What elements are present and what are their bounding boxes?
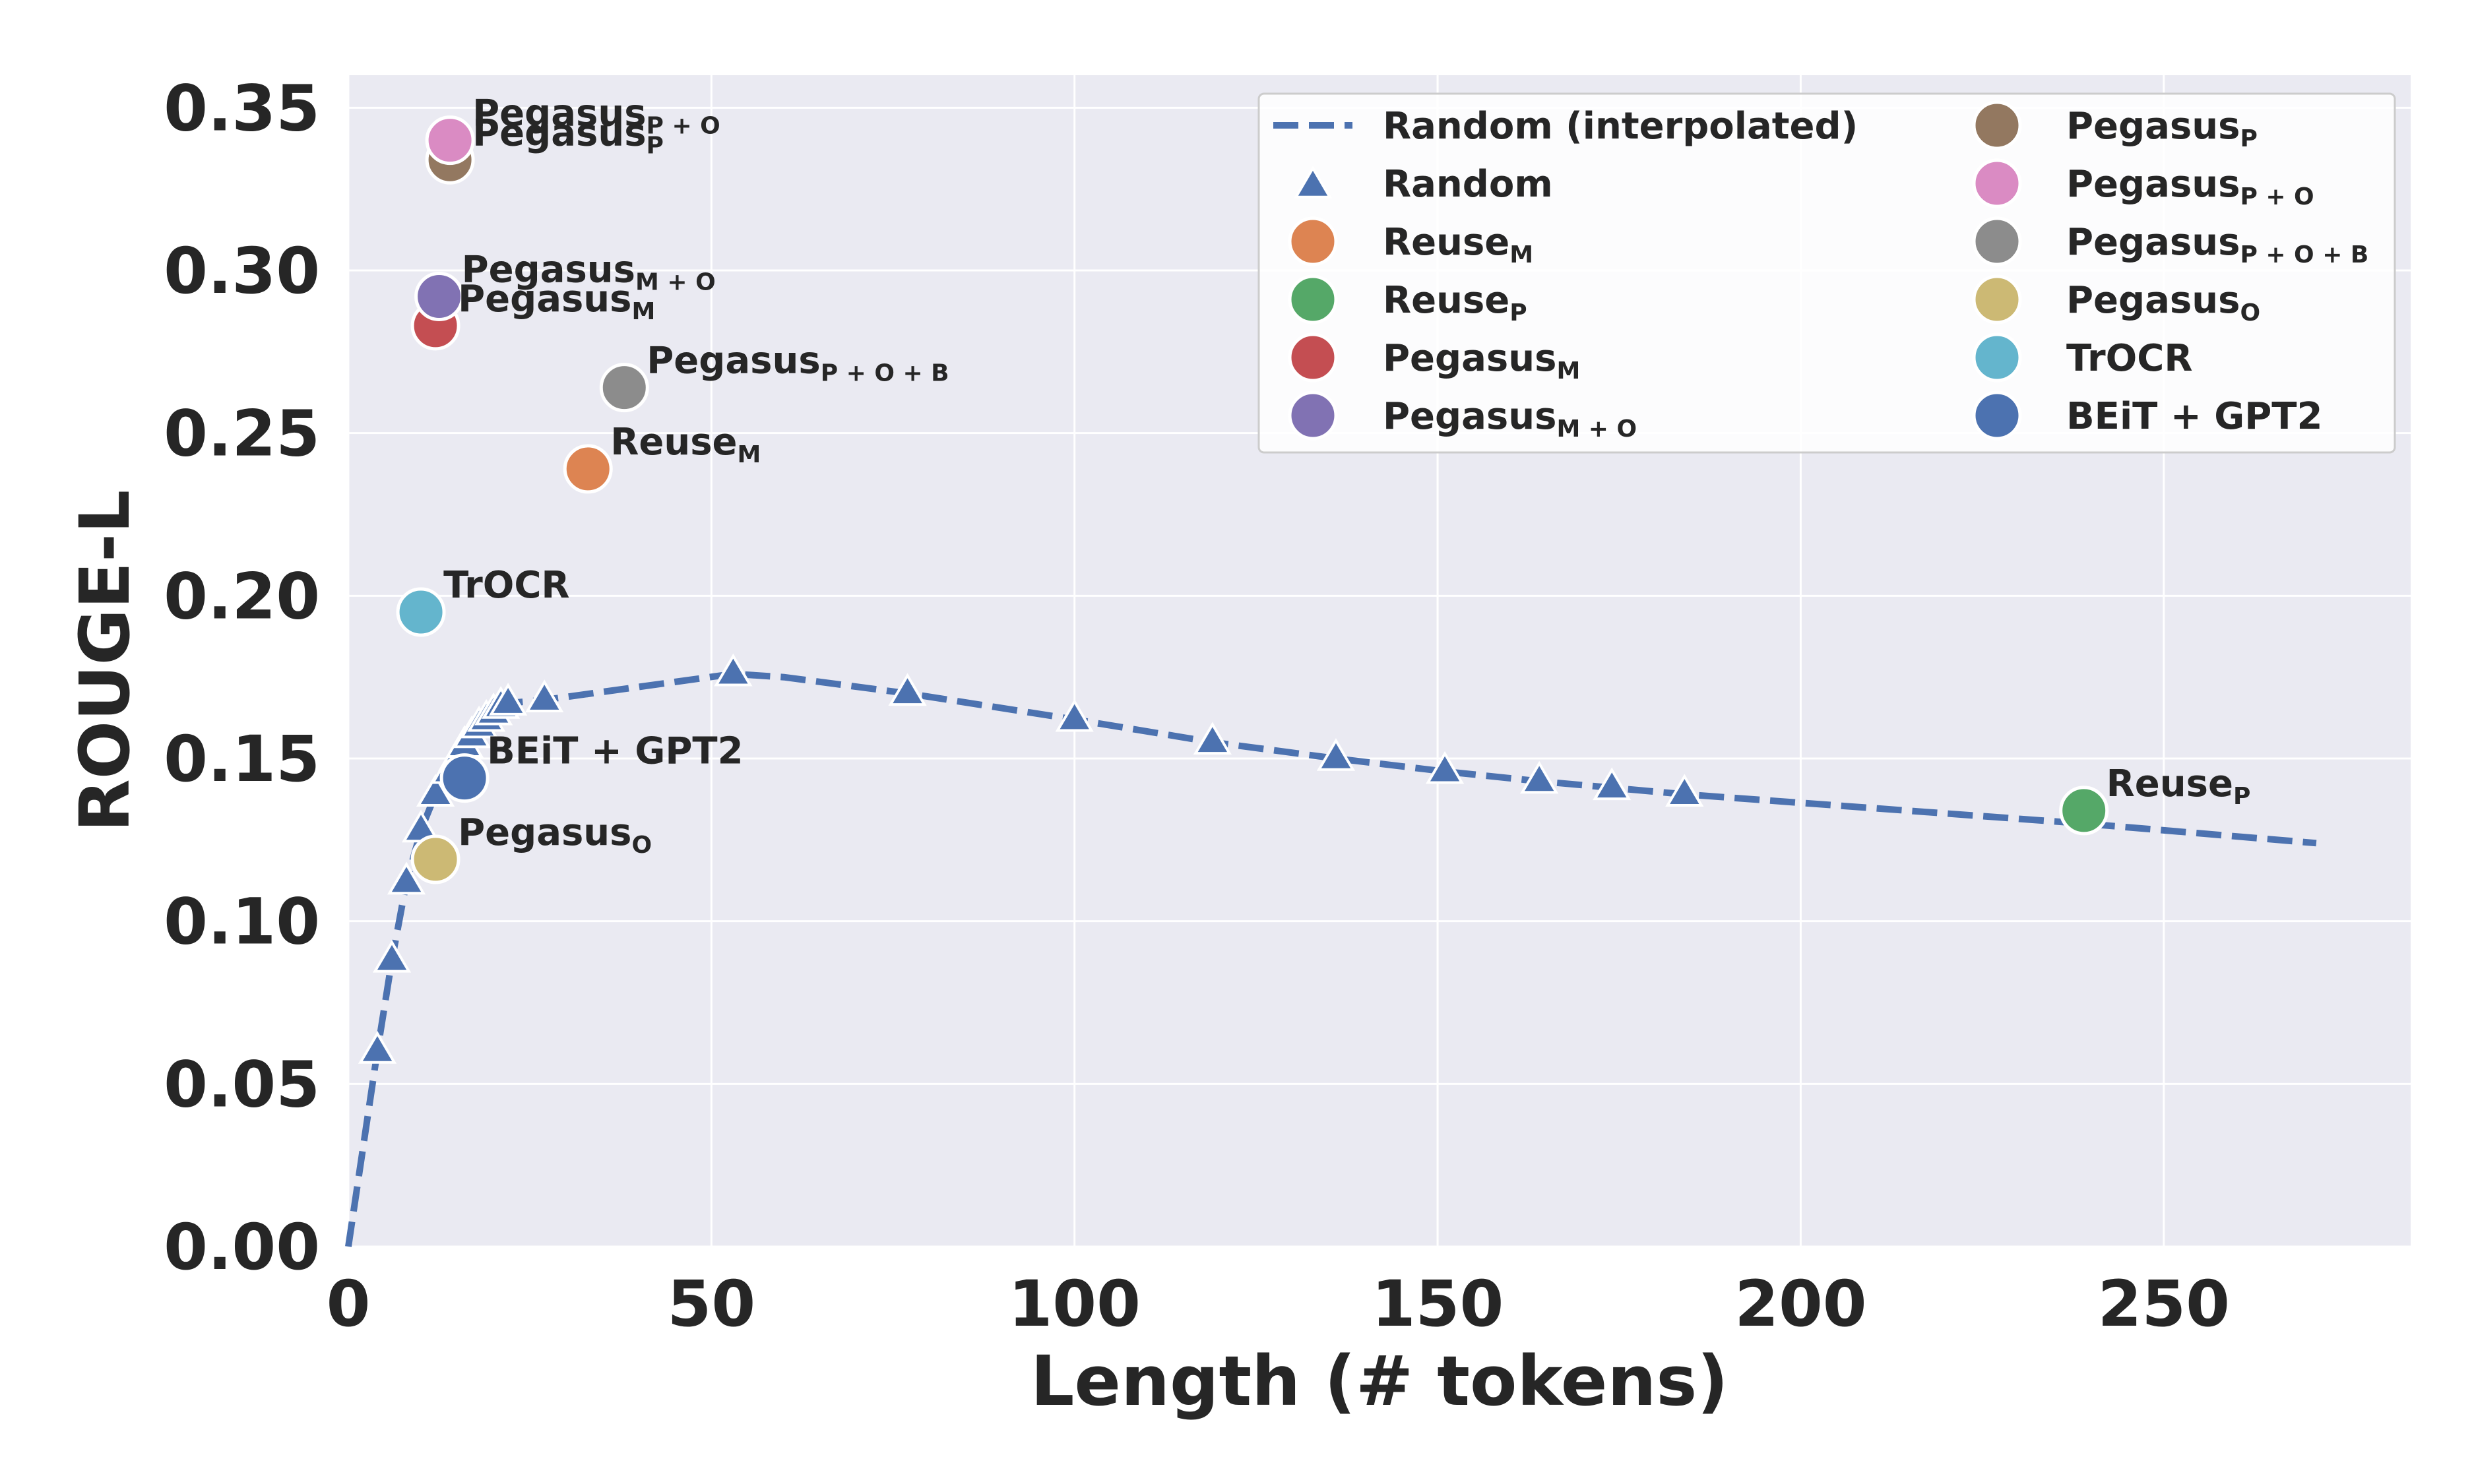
legend-label: PegasusM + O xyxy=(1383,395,1637,443)
legend: Random (interpolated) Random ReuseM ReuseP P… xyxy=(1257,92,2396,454)
legend-label: PegasusM xyxy=(1383,337,1580,385)
legend-label: ReuseP xyxy=(1383,279,1527,326)
y-tick-label: 0.05 xyxy=(164,1047,320,1121)
legend-label: ReuseM xyxy=(1383,221,1533,268)
legend-label: PegasusO xyxy=(2066,279,2260,326)
legend-box xyxy=(1257,92,2396,454)
model-label: BEiT + GPT2 xyxy=(487,730,743,773)
x-axis-label: Length (# tokens) xyxy=(1031,1341,1729,1421)
x-tick-label: 0 xyxy=(327,1267,371,1341)
random-point xyxy=(358,1031,397,1064)
model-point xyxy=(599,363,649,413)
random-point xyxy=(1055,698,1094,732)
random-point xyxy=(1665,774,1704,807)
model-label: PegasusO xyxy=(458,811,652,859)
legend-circle-marker xyxy=(1972,100,2022,150)
x-tick-label: 200 xyxy=(1734,1267,1866,1341)
random-point xyxy=(372,939,412,973)
x-tick-label: 150 xyxy=(1372,1267,1504,1341)
model-label: ReuseP xyxy=(2107,762,2251,810)
random-point xyxy=(1316,738,1356,771)
y-tick-label: 0.25 xyxy=(164,397,320,471)
model-point xyxy=(410,834,460,884)
legend-label: Random (interpolated) xyxy=(1383,105,1858,148)
legend-label: TrOCR xyxy=(2066,337,2193,380)
legend-label: Random xyxy=(1383,163,1553,206)
random-point xyxy=(888,673,927,706)
model-point xyxy=(396,587,446,637)
random-point xyxy=(525,679,564,712)
legend-triangle-marker xyxy=(1293,166,1333,199)
random-point xyxy=(1520,760,1559,794)
x-tick-label: 50 xyxy=(668,1267,756,1341)
model-label: PegasusP + O xyxy=(472,92,720,140)
legend-circle-marker xyxy=(1972,216,2022,266)
model-label: PegasusP xyxy=(472,111,664,159)
model-label: PegasusM xyxy=(458,278,655,325)
random-point xyxy=(1425,751,1465,784)
model-label: TrOCR xyxy=(443,564,570,607)
legend-circle-marker xyxy=(1972,274,2022,325)
y-tick-labels: 0.00 0.05 0.10 0.15 0.20 0.25 0.30 0.35 xyxy=(164,71,320,1284)
model-label: ReuseM xyxy=(610,421,761,468)
random-point xyxy=(1193,722,1232,755)
legend-circle-marker xyxy=(1972,390,2022,441)
legend-circle-marker xyxy=(1288,390,1338,441)
random-point xyxy=(1593,767,1632,801)
random-point xyxy=(489,683,528,716)
model-points xyxy=(396,115,2109,884)
random-point xyxy=(714,653,753,687)
model-point xyxy=(414,271,464,321)
legend-circle-marker xyxy=(1288,216,1338,266)
legend-circle-marker xyxy=(1972,332,2022,383)
random-point xyxy=(387,861,426,895)
legend-circle-marker xyxy=(1972,158,2022,208)
y-tick-label: 0.00 xyxy=(164,1210,320,1284)
legend-circle-marker xyxy=(1288,274,1338,325)
legend-label: BEiT + GPT2 xyxy=(2066,395,2322,438)
x-tick-label: 100 xyxy=(1009,1267,1141,1341)
y-tick-label: 0.20 xyxy=(164,559,320,633)
legend-label: PegasusP + O + B xyxy=(2066,221,2368,268)
x-tick-label: 250 xyxy=(2098,1267,2230,1341)
legend-circle-marker xyxy=(1288,332,1338,383)
model-label: PegasusP + O + B xyxy=(647,340,949,387)
y-tick-label: 0.10 xyxy=(164,885,320,959)
legend-label: PegasusP xyxy=(2066,105,2258,152)
model-point xyxy=(563,444,613,494)
y-tick-label: 0.15 xyxy=(164,722,320,796)
model-label: PegasusM + O xyxy=(462,248,716,295)
x-tick-labels: 0 50 100 150 200 250 xyxy=(327,1267,2230,1341)
legend-label: PegasusP + O xyxy=(2066,163,2314,210)
y-axis-label: ROUGE-L xyxy=(65,490,145,832)
model-point xyxy=(439,753,490,803)
y-tick-label: 0.35 xyxy=(164,71,320,145)
y-tick-label: 0.30 xyxy=(164,234,320,308)
model-point xyxy=(425,115,475,166)
model-point xyxy=(2059,786,2109,836)
